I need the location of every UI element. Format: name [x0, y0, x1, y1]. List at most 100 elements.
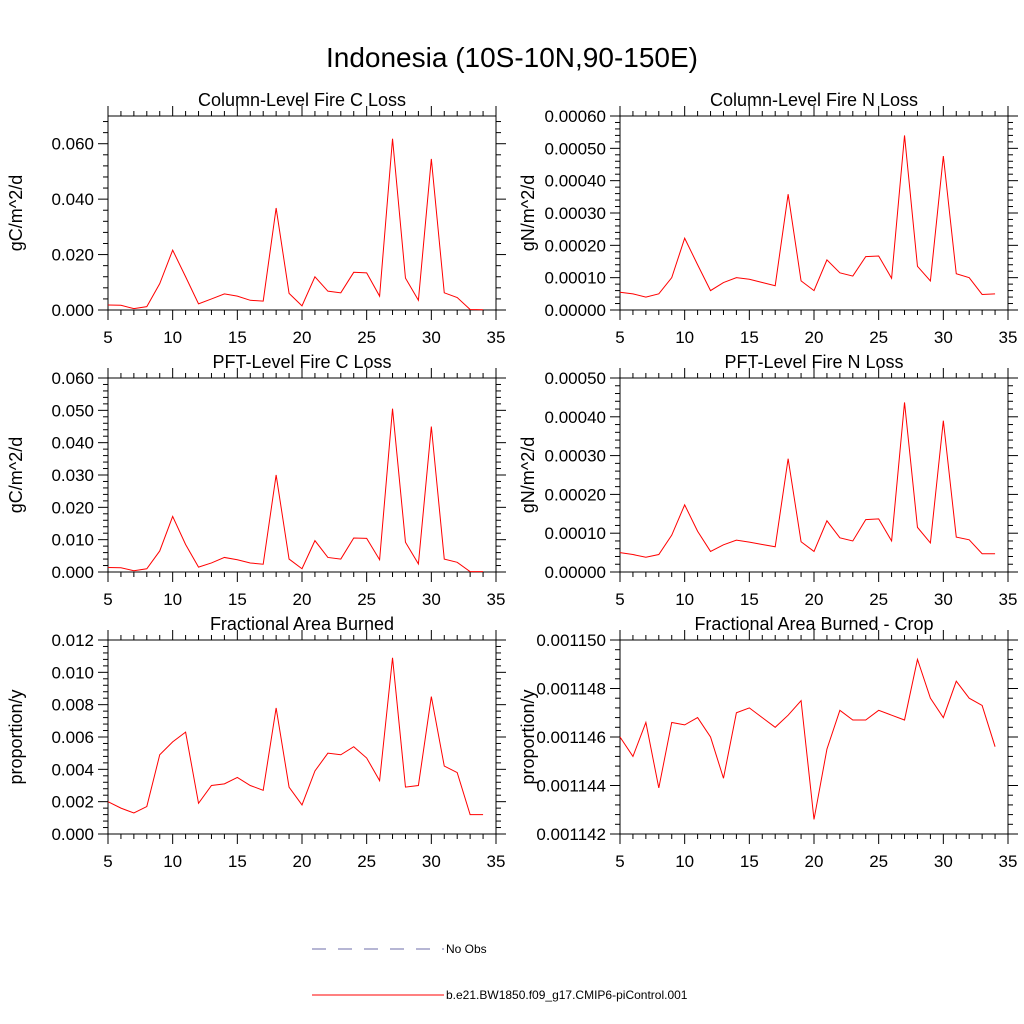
x-tick-label: 5 [615, 852, 624, 871]
y-tick-label: 0.00040 [545, 172, 606, 191]
y-axis-label: gC/m^2/d [6, 437, 26, 513]
x-tick-label: 30 [934, 590, 953, 609]
legend-label-model: b.e21.BW1850.f09_g17.CMIP6-piControl.001 [446, 988, 688, 1002]
chart-panel-1: Column-Level Fire C Loss gC/m^2/d 5 10 15 20 2… [6, 90, 506, 347]
y-tick-label: 0.012 [51, 631, 94, 650]
x-tick-label: 30 [934, 328, 953, 347]
x-tick-label: 15 [228, 590, 247, 609]
panel-title: Fractional Area Burned [210, 614, 394, 634]
y-tick-label: 0.020 [51, 246, 94, 265]
x-tick-label: 25 [357, 852, 376, 871]
x-tick-label: 5 [103, 328, 112, 347]
x-tick-label: 25 [357, 328, 376, 347]
x-tick-label: 15 [740, 590, 759, 609]
series-line [619, 402, 996, 558]
y-tick-label: 0.001146 [536, 728, 606, 747]
x-tick-label: 5 [103, 852, 112, 871]
y-tick-label: 0.00020 [545, 485, 606, 504]
x-tick-label: 15 [740, 852, 759, 871]
x-tick-label: 25 [869, 590, 888, 609]
chart-panel-5: Fractional Area Burned proportion/y 5 10 15 2… [6, 614, 506, 871]
series-line [107, 408, 484, 573]
panel-title: Column-Level Fire N Loss [710, 90, 918, 110]
y-tick-label: 0.010 [51, 531, 94, 550]
chart-panel-4: PFT-Level Fire N Loss gN/m^2/d 5 10 15 20 25 30… [518, 352, 1018, 609]
panel-title: Column-Level Fire C Loss [198, 90, 406, 110]
x-tick-label: 20 [805, 328, 824, 347]
x-tick-label: 10 [163, 328, 182, 347]
series-line [107, 657, 484, 816]
y-tick-label: 0.00060 [545, 107, 606, 126]
panels: Column-Level Fire C Loss gC/m^2/d 5 10 15 20 2… [6, 90, 1018, 871]
x-tick-label: 10 [163, 590, 182, 609]
y-axis-label: gN/m^2/d [518, 437, 538, 513]
y-axis-label: gC/m^2/d [6, 175, 26, 251]
y-tick-label: 0.050 [51, 401, 94, 420]
x-tick-label: 30 [934, 852, 953, 871]
y-tick-label: 0.00000 [545, 301, 606, 320]
y-tick-label: 0.020 [51, 498, 94, 517]
x-tick-label: 15 [740, 328, 759, 347]
y-tick-label: 0.001142 [536, 825, 606, 844]
panel-title: Fractional Area Burned - Crop [694, 614, 933, 634]
y-tick-label: 0.001150 [536, 631, 606, 650]
x-tick-label: 15 [228, 852, 247, 871]
y-tick-label: 0.00030 [545, 204, 606, 223]
x-tick-label: 20 [293, 852, 312, 871]
y-tick-label: 0.006 [51, 728, 94, 747]
x-tick-label: 5 [615, 328, 624, 347]
series-line [619, 135, 996, 298]
x-tick-label: 35 [487, 328, 506, 347]
x-tick-label: 10 [675, 328, 694, 347]
y-tick-label: 0.00050 [545, 139, 606, 158]
y-tick-label: 0.040 [51, 190, 94, 209]
panel-title: PFT-Level Fire N Loss [724, 352, 903, 372]
x-tick-label: 30 [422, 852, 441, 871]
y-tick-label: 0.002 [51, 793, 94, 812]
x-tick-label: 30 [422, 328, 441, 347]
x-tick-label: 25 [869, 852, 888, 871]
y-axis-label: proportion/y [518, 689, 538, 784]
legend-label-no-obs: No Obs [446, 942, 487, 956]
figure-title: Indonesia (10S-10N,90-150E) [326, 42, 698, 73]
y-tick-label: 0.004 [51, 760, 94, 779]
y-tick-label: 0.060 [51, 369, 94, 388]
y-axis-label: proportion/y [6, 689, 26, 784]
x-tick-label: 25 [357, 590, 376, 609]
legend: No Obs b.e21.BW1850.f09_g17.CMIP6-piCont… [312, 942, 688, 1002]
y-tick-label: 0.00000 [545, 563, 606, 582]
x-tick-label: 35 [999, 590, 1018, 609]
y-tick-label: 0.000 [51, 825, 94, 844]
y-tick-label: 0.060 [51, 135, 94, 154]
x-tick-label: 25 [869, 328, 888, 347]
x-tick-label: 10 [675, 590, 694, 609]
x-tick-label: 20 [293, 590, 312, 609]
y-tick-label: 0.00050 [545, 369, 606, 388]
chart-panel-2: Column-Level Fire N Loss gN/m^2/d 5 10 15 20 2… [518, 90, 1018, 347]
y-tick-label: 0.00040 [545, 408, 606, 427]
y-tick-label: 0.000 [51, 563, 94, 582]
x-tick-label: 15 [228, 328, 247, 347]
x-tick-label: 20 [805, 852, 824, 871]
y-tick-label: 0.000 [51, 301, 94, 320]
x-tick-label: 20 [293, 328, 312, 347]
x-tick-label: 35 [999, 328, 1018, 347]
y-tick-label: 0.040 [51, 434, 94, 453]
y-tick-label: 0.010 [51, 663, 94, 682]
y-tick-label: 0.00010 [545, 524, 606, 543]
panel-title: PFT-Level Fire C Loss [212, 352, 391, 372]
x-tick-label: 10 [675, 852, 694, 871]
x-tick-label: 35 [487, 590, 506, 609]
x-tick-label: 35 [999, 852, 1018, 871]
y-tick-label: 0.001144 [536, 777, 606, 796]
x-tick-label: 30 [422, 590, 441, 609]
series-line [107, 138, 484, 311]
series-line [619, 657, 996, 820]
y-tick-label: 0.00010 [545, 269, 606, 288]
y-tick-label: 0.00020 [545, 236, 606, 255]
y-axis-label: gN/m^2/d [518, 175, 538, 251]
x-tick-label: 5 [103, 590, 112, 609]
y-tick-label: 0.008 [51, 696, 94, 715]
